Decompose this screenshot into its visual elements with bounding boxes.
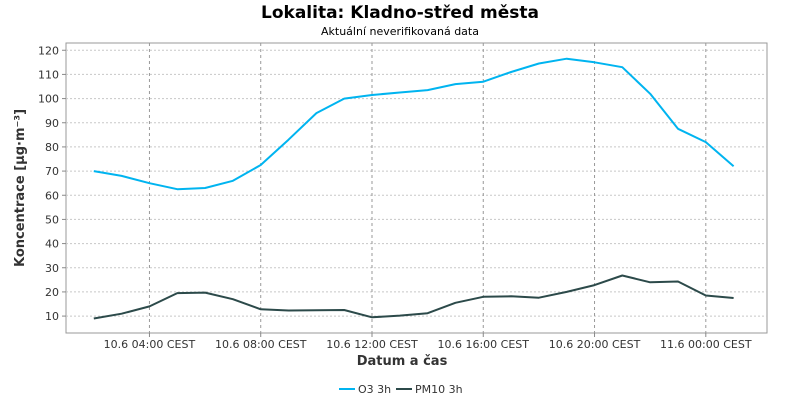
x-axis-ticks: 10.6 04:00 CEST 10.6 08:00 CEST 10.6 12:00…	[104, 333, 752, 351]
x-tick-label: 10.6 16:00 CEST	[437, 338, 529, 351]
y-axis-ticks: 10 20 30 40 50 60 70 80 90 100 110 120	[38, 44, 66, 323]
y-tick-label: 50	[45, 213, 59, 226]
chart-subtitle: Aktuální neverifikovaná data	[321, 25, 479, 38]
legend-label: O3 3h	[358, 383, 391, 396]
y-tick-label: 30	[45, 262, 59, 275]
y-tick-label: 60	[45, 189, 59, 202]
legend-label: PM10 3h	[415, 383, 463, 396]
x-tick-label: 11.6 00:00 CEST	[660, 338, 752, 351]
chart-title: Lokalita: Kladno-střed města	[261, 3, 539, 23]
y-tick-label: 100	[38, 93, 59, 106]
x-tick-label: 10.6 12:00 CEST	[326, 338, 418, 351]
series-lines	[93, 57, 735, 320]
y-tick-label: 10	[45, 310, 59, 323]
y-axis-label: Koncentrace [µg·m⁻³]	[13, 109, 28, 267]
series-line-0	[93, 57, 735, 191]
x-tick-label: 10.6 08:00 CEST	[215, 338, 307, 351]
y-tick-label: 20	[45, 286, 59, 299]
grid-lines	[66, 43, 767, 333]
series-line-1	[93, 274, 734, 320]
x-axis-label: Datum a čas	[357, 354, 448, 369]
y-tick-label: 70	[45, 165, 59, 178]
legend: O3 3h PM10 3h	[339, 383, 463, 396]
y-tick-label: 80	[45, 141, 59, 154]
y-tick-label: 110	[38, 68, 59, 81]
y-tick-label: 120	[38, 44, 59, 57]
y-tick-label: 90	[45, 117, 59, 130]
x-tick-label: 10.6 04:00 CEST	[104, 338, 196, 351]
y-tick-label: 40	[45, 238, 59, 251]
x-tick-label: 10.6 20:00 CEST	[549, 338, 641, 351]
